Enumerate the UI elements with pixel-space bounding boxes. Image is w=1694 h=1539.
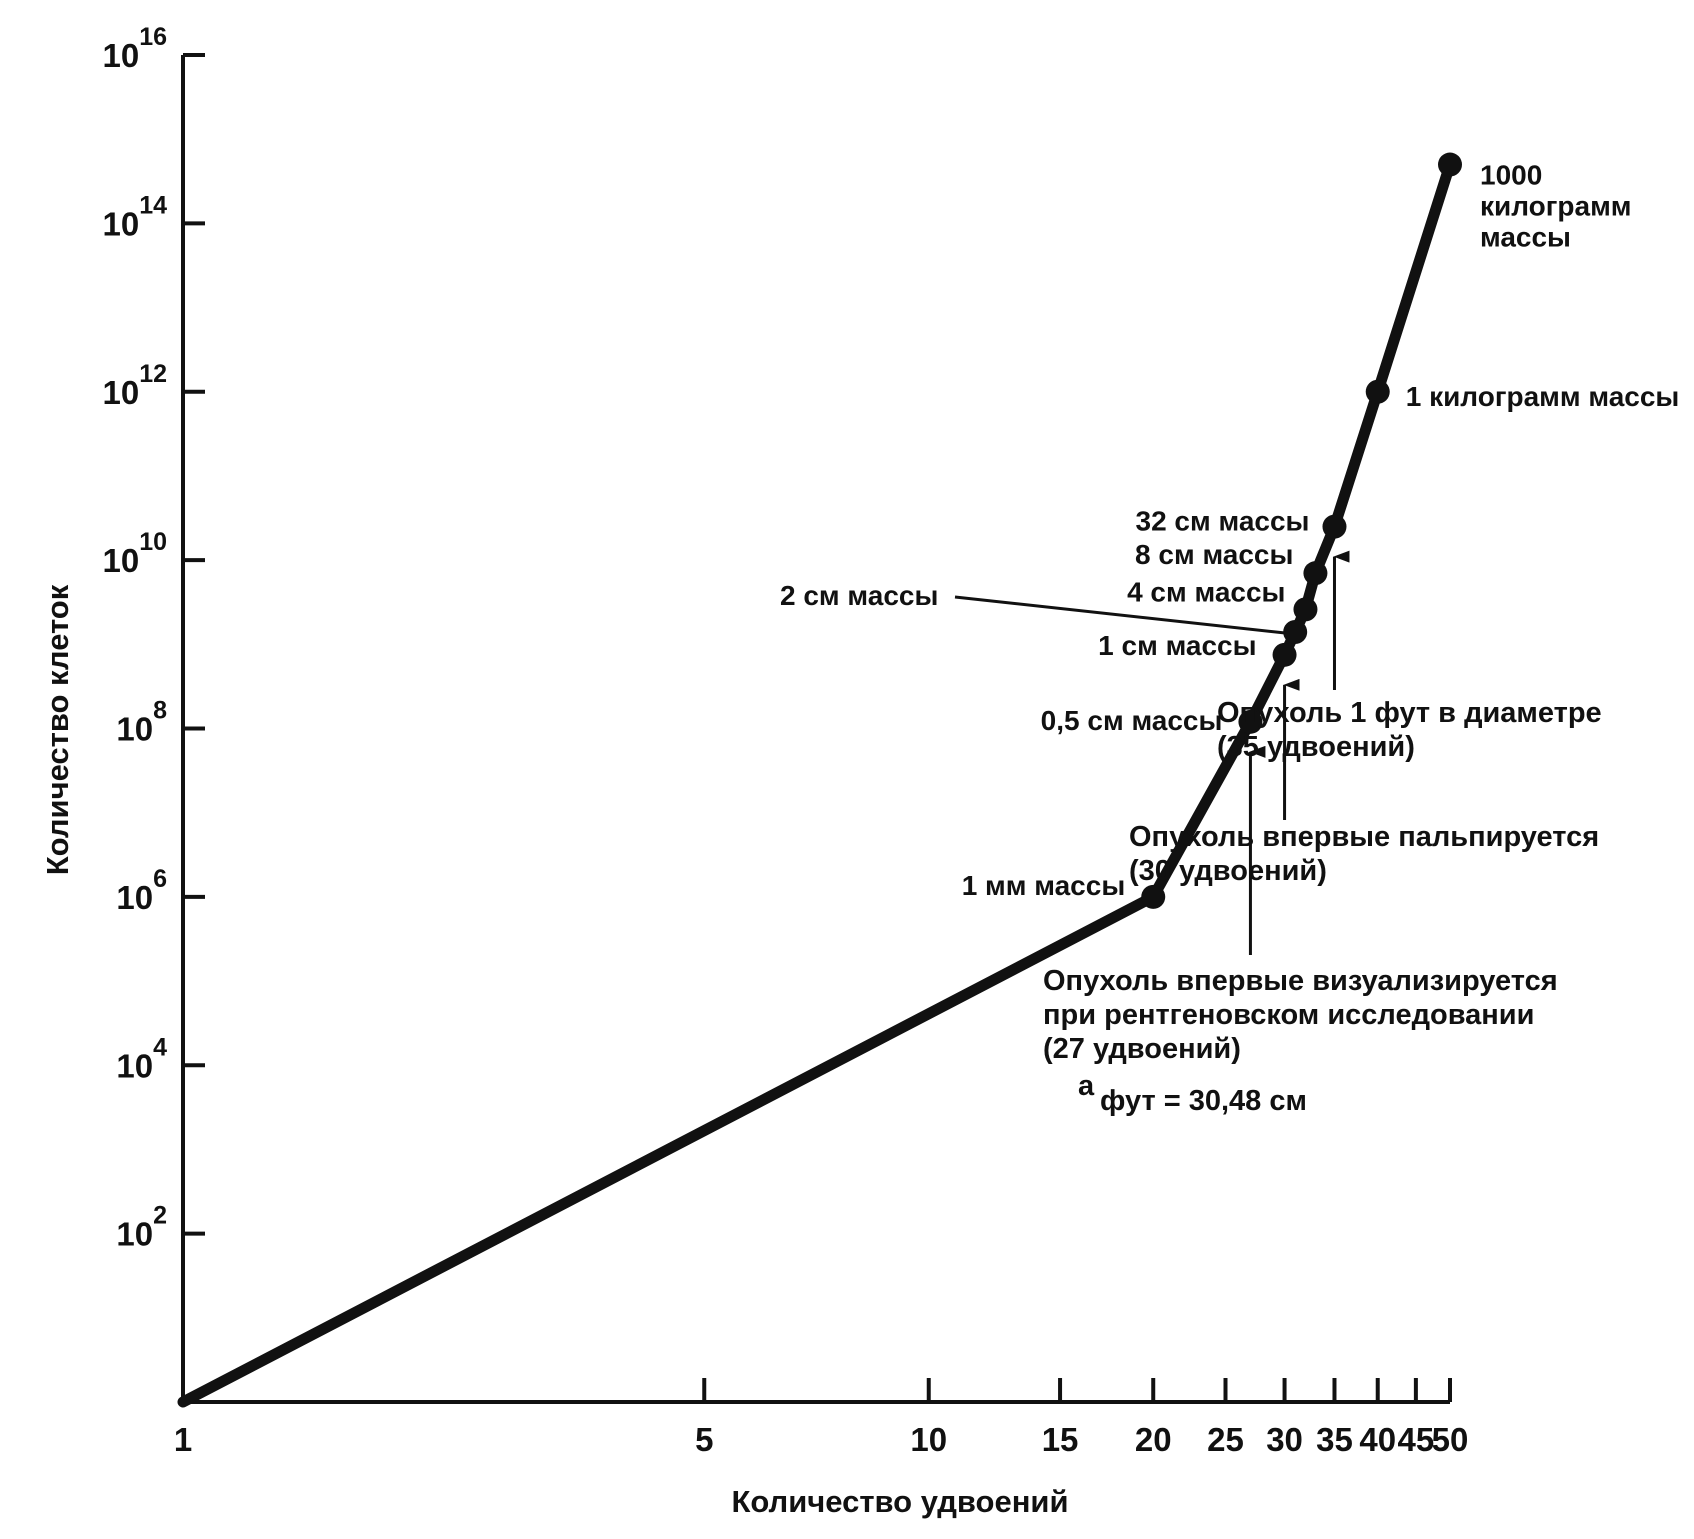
point-label: 1 см массы xyxy=(1098,630,1256,661)
point-label: 8 см массы xyxy=(1135,539,1293,570)
y-tick-label: 108 xyxy=(116,697,167,748)
footnote: a фут = 30,48 см xyxy=(1078,1070,1307,1117)
point-label: 0,5 см массы xyxy=(1041,705,1223,736)
y-tick-label: 1014 xyxy=(102,191,167,242)
data-series xyxy=(177,152,1462,1408)
point-label: 2 см массы xyxy=(780,580,938,611)
leader-line xyxy=(954,595,1286,635)
data-point xyxy=(1283,620,1308,645)
data-point xyxy=(1365,379,1390,404)
y-tick-label: 104 xyxy=(116,1033,167,1084)
x-tick-label: 5 xyxy=(695,1421,713,1458)
x-tick-label: 1 xyxy=(174,1421,192,1458)
x-tick-label: 40 xyxy=(1359,1421,1396,1458)
data-point xyxy=(1293,597,1318,622)
annotation-text: Опухоль впервые визуализируется при рентг… xyxy=(1043,965,1558,1065)
series-line xyxy=(177,159,1456,1408)
footnote-mark: a xyxy=(1078,1070,1095,1102)
x-tick-label: 15 xyxy=(1042,1421,1079,1458)
x-tick-label: 10 xyxy=(910,1421,947,1458)
x-tick-label: 35 xyxy=(1316,1421,1353,1458)
x-tick-label: 45 xyxy=(1398,1421,1435,1458)
data-point xyxy=(1322,514,1347,539)
y-tick-label: 1010 xyxy=(102,528,167,579)
x-tick-label: 20 xyxy=(1135,1421,1172,1458)
data-point xyxy=(1141,884,1166,909)
data-point xyxy=(1438,152,1462,177)
point-label: 1000 килограмм массы xyxy=(1480,160,1632,253)
y-axis-label: Количество клеток xyxy=(40,584,75,875)
point-labels: 1 мм массы 0,5 см массы 1 см массы 2 см мас… xyxy=(780,160,1679,901)
data-point xyxy=(1272,642,1297,667)
data-point xyxy=(1238,709,1263,734)
y-tick-label: 1016 xyxy=(102,23,167,74)
y-tick-label: 106 xyxy=(116,865,167,916)
y-tick-label: 1012 xyxy=(102,360,167,411)
x-tick-label: 50 xyxy=(1432,1421,1469,1458)
point-label: 32 см массы xyxy=(1136,506,1310,537)
data-point xyxy=(1303,561,1328,586)
x-tick-label: 25 xyxy=(1207,1421,1244,1458)
y-axis-ticks: 102 104 106 108 1010 1012 1014 1016 xyxy=(102,23,205,1253)
x-tick-label: 30 xyxy=(1266,1421,1303,1458)
point-label: 1 мм массы xyxy=(962,870,1126,901)
x-axis-label: Количество удвоений xyxy=(731,1484,1068,1519)
annotation-text: Опухоль 1 фут в диаметре (35 удвоений) xyxy=(1217,697,1602,763)
footnote-text: фут = 30,48 см xyxy=(1100,1085,1307,1117)
annotations: Опухоль 1 фут в диаметре (35 удвоений) Опу… xyxy=(1043,550,1602,1065)
point-label: 1 килограмм массы xyxy=(1406,381,1680,412)
annotation-text: Опухоль впервые пальпируется (30 удвоений… xyxy=(1129,821,1599,887)
y-tick-label: 102 xyxy=(116,1202,167,1253)
point-label: 4 см массы xyxy=(1127,576,1285,607)
